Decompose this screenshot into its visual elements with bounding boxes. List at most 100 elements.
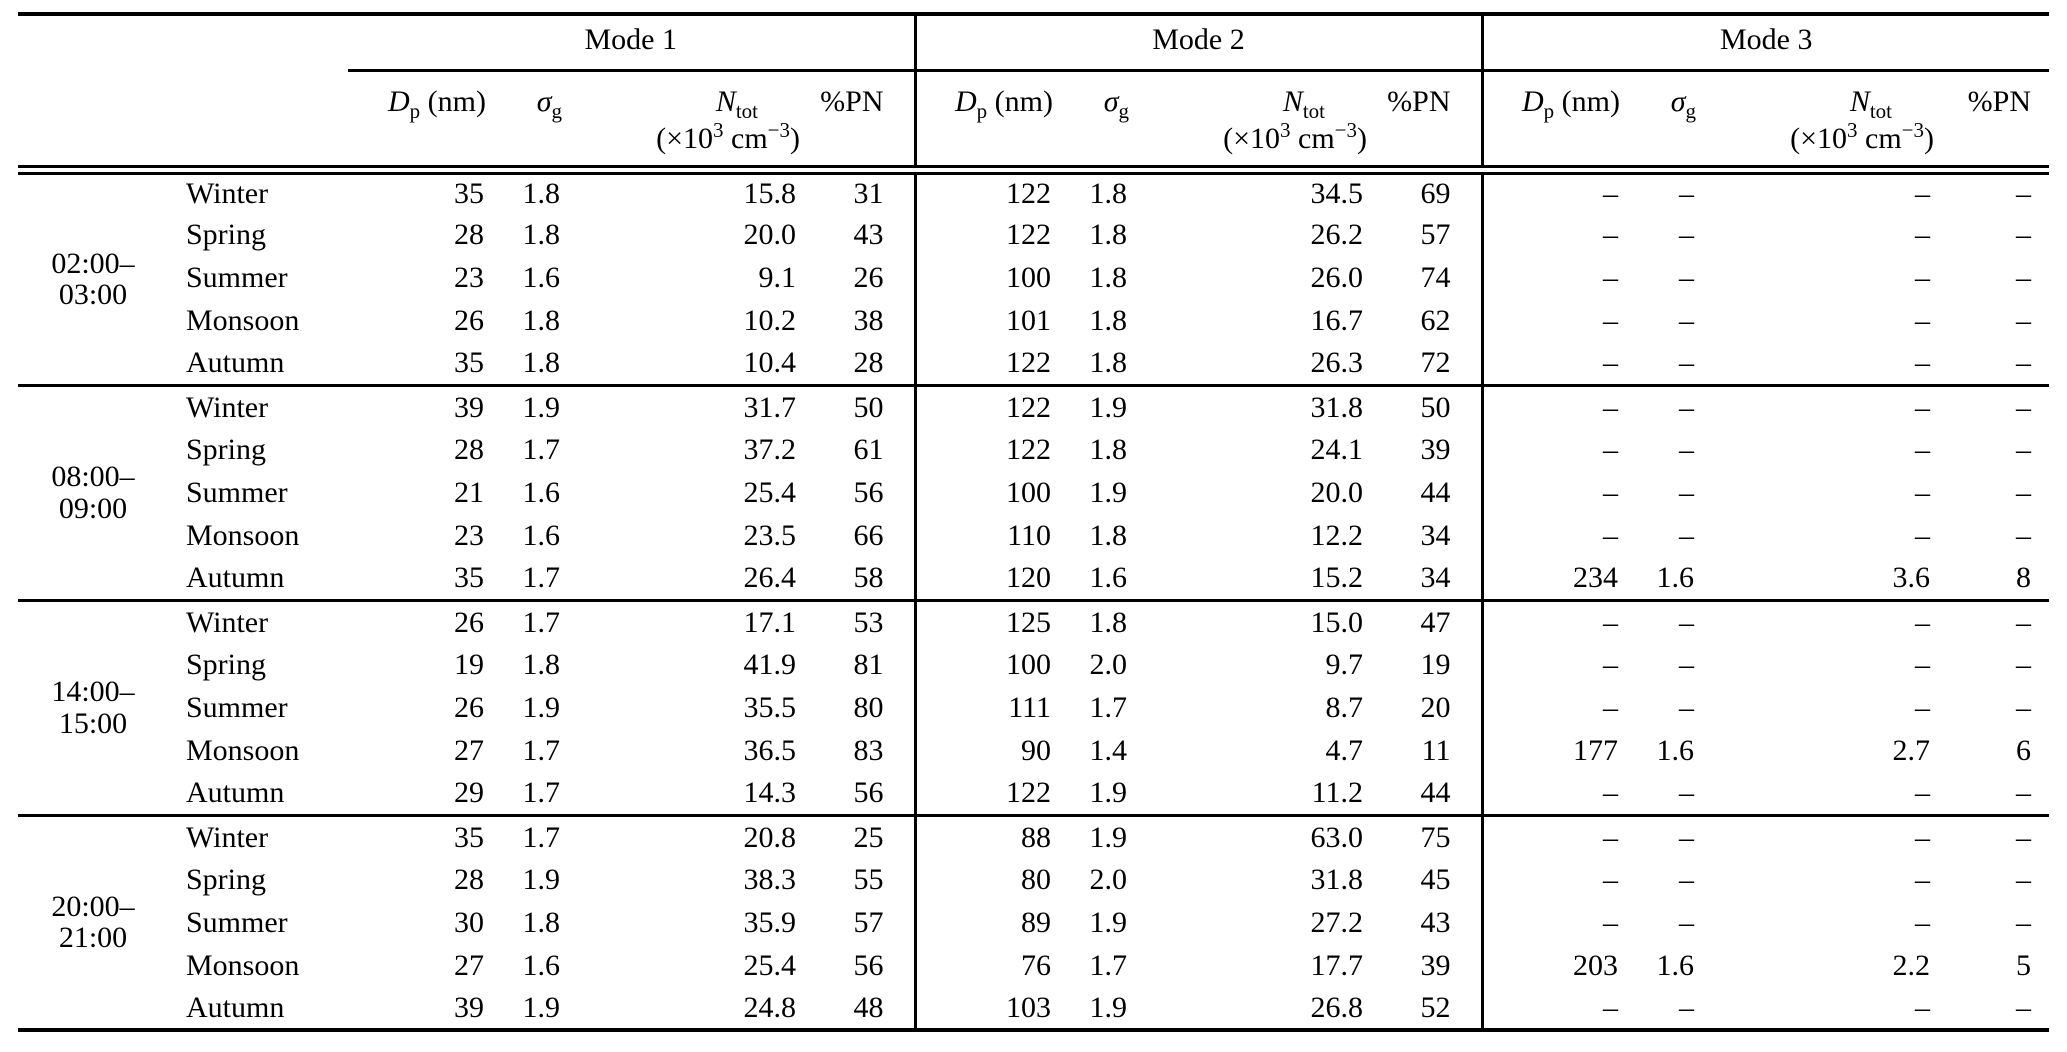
data-cell: 20.8 [588, 813, 808, 858]
data-cell: 2.2 [1892, 948, 1931, 982]
ntot-symbol: N [715, 84, 736, 118]
data-cell: 1.8 [522, 303, 561, 337]
table-header: Mode 1 Mode 2 Mode 3 Dp (nm) σg Ntot (×1… [18, 14, 2049, 170]
data-cell: – [2016, 862, 2031, 896]
data-cell: – [1679, 177, 1694, 211]
data-cell: – [1679, 776, 1694, 809]
data-cell: 9.7 [1325, 647, 1364, 681]
data-cell: 34.5 [1310, 177, 1364, 211]
data-cell: 66 [808, 514, 917, 557]
data-cell: 122 [1006, 177, 1051, 211]
season-label: Summer [186, 260, 288, 294]
mode-header-row: Mode 1 Mode 2 Mode 3 [18, 14, 2049, 72]
data-cell: – [1603, 518, 1618, 552]
data-cell: 1.7 [522, 776, 561, 809]
data-cell: 39 [1375, 428, 1484, 471]
data-cell: 1.9 [1089, 905, 1128, 939]
table-row: Autumn 29 1.7 14.3 56 122 1.9 11.2 44 – … [18, 772, 2049, 815]
data-cell: 15.8 [743, 177, 797, 211]
season-label: Summer [186, 475, 288, 509]
data-cell: – [1722, 383, 1942, 428]
data-cell: 1.7 [1089, 948, 1128, 982]
data-cell: – [1482, 598, 1632, 643]
data-cell: 56 [808, 944, 917, 987]
data-cell: 48 [808, 987, 917, 1030]
data-cell: – [1942, 598, 2049, 643]
data-cell: 100 [1006, 647, 1051, 681]
data-cell: – [1915, 647, 1930, 681]
dp-subscript: p [976, 98, 988, 123]
data-cell: 5 [2016, 948, 2031, 982]
data-cell: 24.1 [1310, 432, 1364, 466]
table-row: Monsoon 26 1.8 10.2 38 101 1.8 16.7 62 –… [18, 299, 2049, 342]
dp-subscript: p [409, 98, 421, 123]
data-cell: – [2016, 177, 2031, 211]
data-cell: 72 [1375, 342, 1484, 385]
data-cell: 2.7 [1892, 733, 1931, 767]
data-cell: – [1632, 383, 1722, 428]
ntot-column-header: Ntot (×103 cm−3) [1155, 70, 1375, 170]
data-cell: 100 [1006, 260, 1051, 294]
data-cell: – [1679, 518, 1694, 552]
data-cell: 1.7 [522, 561, 561, 594]
data-cell: – [1603, 862, 1618, 896]
ntot-label: Ntot [1722, 85, 1934, 121]
table-row: Spring 28 1.9 38.3 55 80 2.0 31.8 45 – –… [18, 858, 2049, 901]
table-row: 08:00–09:00 Winter 39 1.9 31.7 50 122 1.… [18, 383, 2049, 600]
season-label: Monsoon [186, 948, 300, 982]
data-cell: 90 [1021, 733, 1051, 767]
ntot-unit-open: (×10 [1223, 122, 1280, 155]
data-cell: 1.9 [1065, 813, 1155, 858]
data-cell: 75 [1375, 813, 1484, 858]
data-cell: – [1679, 260, 1694, 294]
data-cell: 27.2 [1310, 905, 1364, 939]
season-label: Autumn [186, 990, 285, 1024]
data-cell: 81 [808, 643, 917, 686]
data-cell: 31.7 [588, 383, 808, 428]
data-cell: – [1603, 475, 1618, 509]
ntot-subscript: tot [735, 98, 758, 123]
season-label: Summer [186, 905, 288, 939]
time-block: 20:00–21:00 Winter 35 1.7 20.8 25 88 1.9… [18, 813, 2049, 1030]
data-cell: – [1603, 690, 1618, 724]
data-cell: 2.0 [1089, 647, 1128, 681]
data-cell: 1.8 [522, 346, 561, 379]
ntot-unit: (×103 cm−3) [588, 117, 800, 155]
data-cell: 69 [1375, 170, 1484, 213]
data-cell: 26 [808, 256, 917, 299]
data-cell: – [1915, 177, 1930, 211]
data-cell: 177 [1573, 733, 1618, 767]
data-cell: 57 [1375, 213, 1484, 256]
column-header-row: Dp (nm) σg Ntot (×103 cm−3) %PN Dp (nm) … [18, 70, 2049, 170]
sigma-symbol: σ [1670, 84, 1686, 118]
data-cell: 125 [915, 598, 1065, 643]
data-cell: – [2016, 475, 2031, 509]
data-cell: 1.4 [1089, 733, 1128, 767]
season-label: Winter [168, 813, 348, 858]
data-cell: – [2016, 346, 2031, 379]
data-cell: 2.0 [1089, 862, 1128, 896]
data-cell: 26.0 [1310, 260, 1364, 294]
data-cell: 47 [1375, 598, 1484, 643]
data-cell: 1.6 [522, 518, 561, 552]
data-cell: 1.9 [522, 990, 561, 1024]
data-cell: – [1679, 990, 1694, 1024]
data-cell: – [1632, 813, 1722, 858]
data-cell: 89 [1021, 905, 1051, 939]
ntot-unit-close: ) [1357, 122, 1367, 155]
data-cell: 14.3 [743, 776, 797, 809]
ntot-unit-mid: cm [723, 122, 768, 155]
table-row: Monsoon 27 1.6 25.4 56 76 1.7 17.7 39 20… [18, 944, 2049, 987]
ntot-subscript: tot [1869, 98, 1892, 123]
data-cell: 80 [808, 686, 917, 729]
data-cell: 28 [454, 432, 484, 466]
data-cell: – [1915, 990, 1930, 1024]
data-cell: – [1603, 346, 1618, 379]
data-cell: – [1915, 217, 1930, 251]
data-cell: 110 [1007, 518, 1051, 552]
data-cell: 34 [1375, 514, 1484, 557]
data-cell: – [1722, 598, 1942, 643]
data-cell: 39 [454, 990, 484, 1024]
data-cell: – [1679, 647, 1694, 681]
data-cell: 62 [1375, 299, 1484, 342]
